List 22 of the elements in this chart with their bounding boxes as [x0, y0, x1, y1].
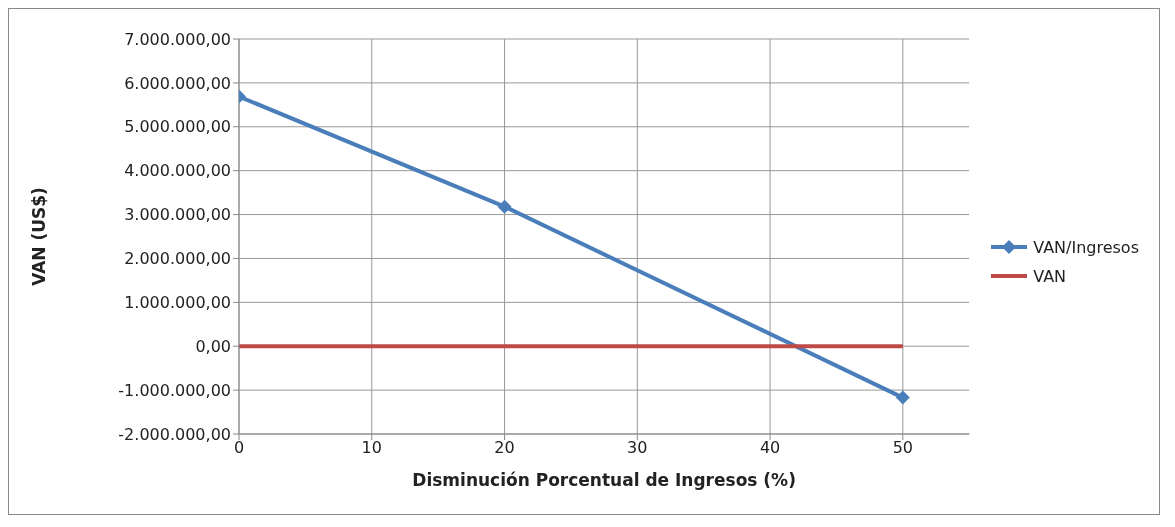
y-tick-label: -1.000.000,00 — [118, 380, 231, 400]
point — [497, 199, 512, 214]
x-tick-label: 20 — [494, 438, 515, 458]
y-tick-label: 3.000.000,00 — [124, 205, 231, 225]
y-tick-label: 2.000.000,00 — [124, 249, 231, 269]
y-tick-label: 6.000.000,00 — [124, 73, 231, 93]
x-axis-title: Disminución Porcentual de Ingresos (%) — [412, 470, 796, 490]
legend-label: VAN — [1033, 266, 1067, 286]
y-tick-label: 4.000.000,00 — [124, 161, 231, 181]
point — [895, 390, 910, 405]
y-tick-label: -2.000.000,00 — [118, 424, 231, 444]
y-tick-label: 1.000.000,00 — [124, 293, 231, 313]
x-tick-label: 50 — [892, 438, 914, 458]
x-tick-label: 0 — [233, 438, 245, 458]
x-tick-label: 40 — [759, 438, 781, 458]
y-axis-title: VAN (US$) — [29, 187, 50, 286]
y-tick-label: 5.000.000,00 — [124, 117, 231, 137]
x-tick-label: 30 — [627, 438, 648, 458]
y-tick-label: 0,00 — [195, 336, 231, 356]
y-tick-label: 7.000.000,00 — [124, 29, 231, 49]
x-tick-label: 10 — [361, 438, 382, 458]
legend-label: VAN/Ingresos — [1033, 237, 1139, 257]
